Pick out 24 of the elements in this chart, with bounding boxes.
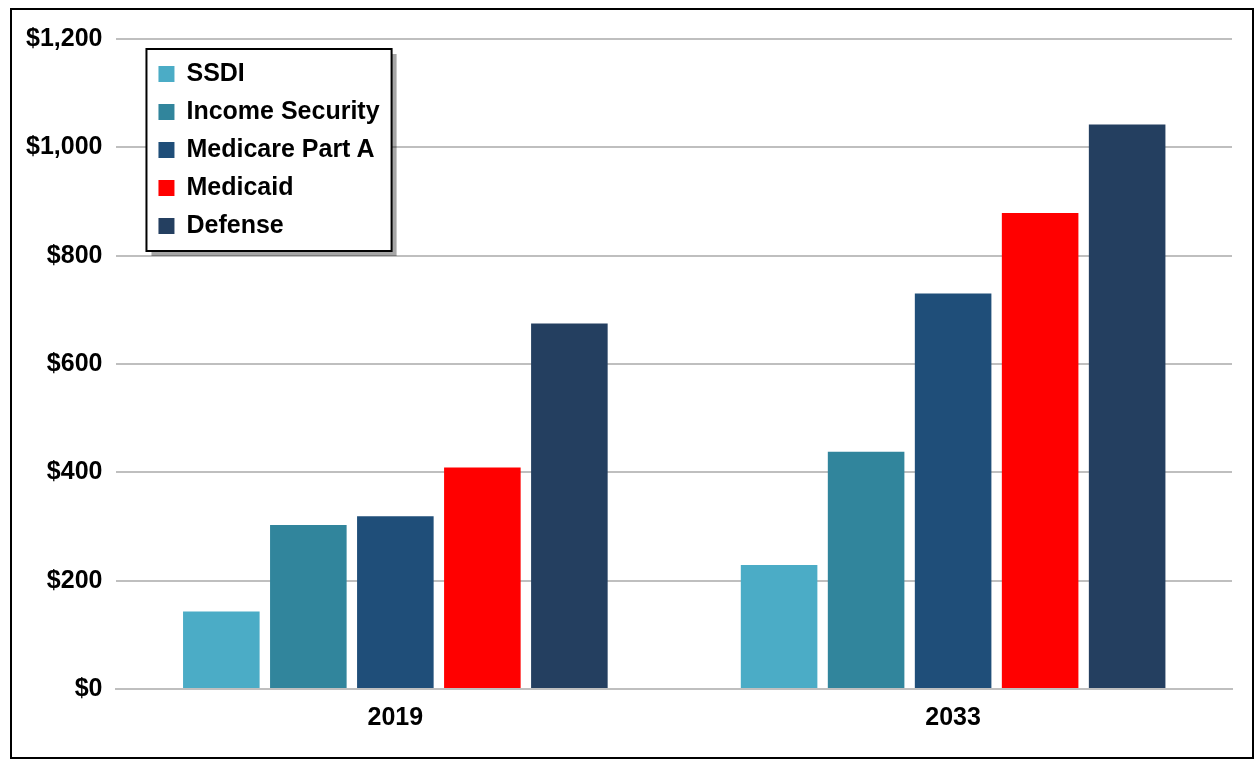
bar [1088,124,1166,688]
bar [270,524,347,688]
legend-label: Medicaid [186,171,294,200]
legend-label: Medicare Part A [186,133,375,162]
y-tick-label: $200 [46,564,103,593]
y-tick-label: $800 [46,239,103,268]
bar [740,564,818,688]
legend-label: Income Security [186,95,380,124]
bar [444,467,521,688]
bar [827,451,905,688]
y-tick-label: $1,200 [26,22,103,51]
bar [914,293,992,688]
y-tick-label: $400 [46,456,103,485]
bar [531,323,608,688]
y-tick-label: $0 [74,672,103,701]
y-tick-label: $1,000 [26,131,103,160]
legend-label: Defense [186,209,284,238]
bar [183,611,260,688]
y-tick-label: $600 [46,347,103,376]
bar [1001,212,1079,688]
x-tick-label: 2033 [925,701,981,730]
x-tick-label: 2019 [367,701,424,730]
bar [357,516,434,688]
legend-label: SSDI [186,57,245,86]
